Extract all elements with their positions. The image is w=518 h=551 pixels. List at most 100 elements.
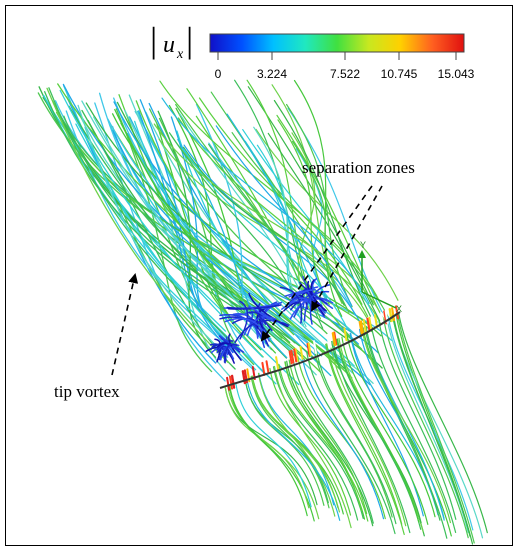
streamline	[244, 378, 329, 504]
streamline	[265, 360, 270, 375]
streamline	[258, 372, 335, 506]
streamline	[246, 315, 277, 337]
streamline	[332, 340, 411, 534]
streamline	[297, 355, 386, 520]
colorbar	[209, 33, 465, 53]
streamline	[77, 104, 229, 358]
streamline	[368, 316, 373, 331]
streamline	[161, 97, 370, 305]
streamline	[325, 343, 405, 535]
streamline	[94, 102, 226, 382]
streamline	[273, 99, 371, 317]
streamline	[303, 290, 330, 322]
streamline	[246, 377, 341, 521]
streamline	[62, 83, 371, 386]
streamline	[336, 338, 422, 530]
streamline	[364, 326, 448, 539]
colorbar-ticks	[217, 52, 457, 60]
streamline	[326, 334, 331, 349]
colorbar-tick-label: 10.745	[381, 67, 418, 81]
streamline	[306, 342, 311, 357]
streamline	[255, 128, 399, 301]
streamline	[331, 341, 422, 524]
separation-arrow-left	[260, 185, 373, 342]
streamline	[329, 341, 407, 527]
streamline	[278, 363, 369, 522]
streamline	[366, 317, 371, 332]
streamline	[288, 350, 293, 365]
streamline	[286, 103, 353, 308]
streamline	[242, 129, 378, 323]
streamline	[333, 331, 338, 346]
streamline	[391, 307, 396, 322]
streamline	[360, 320, 365, 335]
colorbar-tick-label: 0	[215, 67, 222, 81]
streamline	[336, 338, 420, 523]
streamline	[313, 348, 393, 518]
streamline	[98, 92, 310, 344]
streamline	[231, 374, 236, 389]
streamline	[276, 114, 381, 314]
streamlines	[37, 79, 488, 545]
streamline	[66, 96, 217, 364]
colorbar-tick-label: 7.522	[330, 67, 360, 81]
streamline	[396, 312, 475, 544]
streamline	[275, 356, 280, 371]
streamline	[293, 348, 298, 363]
streamline	[361, 328, 451, 524]
y-axis-label: Y	[360, 240, 366, 250]
streamline	[370, 324, 457, 533]
streamline	[261, 361, 266, 376]
tip-vortex-label: tip vortex	[54, 382, 120, 401]
streamline	[307, 280, 326, 311]
streamline	[331, 332, 336, 347]
streamline	[349, 333, 424, 517]
streamline	[315, 347, 397, 525]
streamline	[148, 108, 363, 350]
annotations: separation zones tip vortex	[54, 158, 415, 401]
streamline	[301, 354, 385, 520]
streamline	[59, 89, 264, 358]
streamline	[229, 375, 233, 390]
streamline	[279, 286, 303, 324]
streamline	[277, 364, 364, 519]
streamline	[157, 110, 217, 358]
tip-vortex-arrow	[111, 273, 139, 376]
streamline	[386, 317, 469, 533]
streamline	[239, 300, 249, 340]
colorbar-tick-label: 3.224	[257, 67, 287, 81]
streamline	[48, 87, 239, 349]
streamline	[383, 318, 469, 539]
streamline	[46, 87, 229, 364]
streamline	[63, 115, 320, 364]
streamline	[398, 312, 488, 534]
streamline	[113, 97, 303, 348]
coordinate-triad: Y X	[358, 240, 402, 314]
streamline	[183, 144, 365, 330]
legend-right-bar: |	[186, 20, 193, 60]
streamline	[168, 132, 304, 311]
streamline	[341, 336, 429, 525]
legend-left-bar: |	[150, 20, 157, 60]
streamline	[350, 332, 439, 516]
streamline	[395, 305, 399, 320]
streamline	[228, 385, 308, 517]
streamline	[388, 308, 393, 322]
streamline	[182, 146, 345, 306]
streamline	[273, 365, 352, 529]
separation-zones-label: separation zones	[302, 158, 415, 177]
streamline	[251, 375, 340, 513]
x-axis-label: X	[396, 304, 402, 314]
streamline	[362, 319, 367, 333]
legend-variable: u	[163, 32, 175, 58]
streamline	[153, 123, 384, 319]
streamline	[365, 326, 441, 521]
streamline	[327, 333, 332, 348]
streamline	[224, 387, 310, 509]
figure-frame	[5, 5, 513, 546]
streamline	[272, 366, 359, 521]
streamline	[57, 83, 353, 379]
streamline	[115, 108, 213, 373]
streamline	[378, 320, 457, 520]
